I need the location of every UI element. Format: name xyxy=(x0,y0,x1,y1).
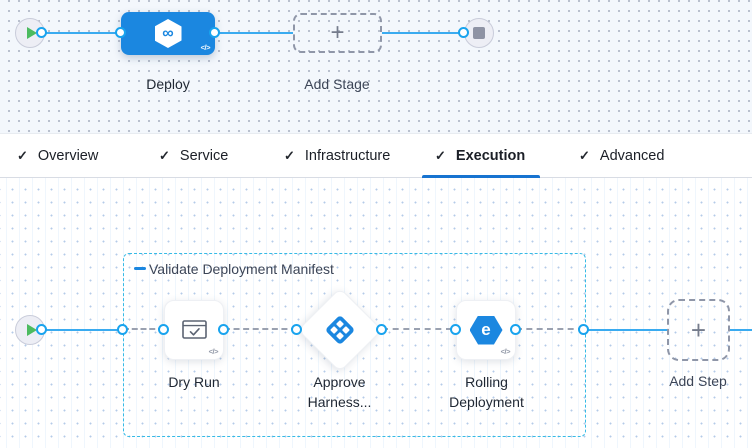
step-group-label: Validate Deployment Manifest xyxy=(149,261,334,277)
collapse-group-icon[interactable] xyxy=(134,267,146,270)
port[interactable] xyxy=(209,27,220,38)
step-label-dry-run: Dry Run xyxy=(168,374,220,390)
stage-node-deploy[interactable]: ∞ </> xyxy=(121,12,215,55)
tab-label: Advanced xyxy=(599,147,665,164)
active-tab-indicator xyxy=(422,175,540,178)
add-step-label: Add Step xyxy=(669,373,727,389)
port[interactable] xyxy=(450,324,461,335)
check-icon: ✓ xyxy=(284,147,295,163)
yaml-code-icon[interactable]: </> xyxy=(208,347,219,356)
tab-infrastructure[interactable]: Infrastructure ✓ Infrastructure xyxy=(284,134,390,177)
port[interactable] xyxy=(458,27,469,38)
port[interactable] xyxy=(510,324,521,335)
port[interactable] xyxy=(291,324,302,335)
step-node-dry-run[interactable]: </> xyxy=(164,300,224,360)
connector-line xyxy=(382,32,464,34)
tab-advanced[interactable]: ✓ Advanced xyxy=(579,134,664,177)
connector-line-dashed xyxy=(516,328,584,330)
step-label-approve-harness: Approve Harness... xyxy=(307,374,372,410)
tab-label: Overview xyxy=(37,147,99,164)
port[interactable] xyxy=(218,324,229,335)
connector-line xyxy=(42,329,123,331)
stop-icon xyxy=(473,27,485,39)
connector-line xyxy=(730,329,752,331)
check-icon: ✓ xyxy=(159,147,170,163)
connector-line xyxy=(584,329,667,331)
port[interactable] xyxy=(115,27,126,38)
yaml-code-icon[interactable]: </> xyxy=(200,43,211,52)
play-icon xyxy=(26,27,37,39)
connector-line xyxy=(215,32,293,34)
check-icon: ✓ xyxy=(579,147,590,163)
stage-config-tabbar: ✓ Overview ✓ Service Infrastructure ✓ In… xyxy=(0,133,752,178)
tab-label: Execution xyxy=(455,147,526,164)
tab-label: Service xyxy=(179,147,229,164)
port[interactable] xyxy=(36,324,47,335)
step-group-validate-deployment-manifest[interactable] xyxy=(123,253,586,437)
connector-line xyxy=(42,32,121,34)
port[interactable] xyxy=(158,324,169,335)
check-icon: ✓ xyxy=(17,147,28,163)
pipeline-hexagon-icon: ∞ xyxy=(154,19,182,48)
step-label-rolling-deployment: Rolling Deployment xyxy=(449,374,524,410)
dry-run-check-window-icon xyxy=(181,320,207,339)
yaml-code-icon[interactable]: </> xyxy=(500,347,511,356)
port[interactable] xyxy=(117,324,128,335)
tab-label: Infrastructure xyxy=(304,147,391,164)
plus-icon: + xyxy=(690,315,707,345)
tab-overview[interactable]: ✓ Overview xyxy=(17,134,98,177)
tab-service[interactable]: ✓ Service xyxy=(159,134,228,177)
port[interactable] xyxy=(36,27,47,38)
add-step-button[interactable]: + xyxy=(667,299,730,361)
connector-line-dashed xyxy=(123,328,164,330)
tab-execution[interactable]: ✓ Execution xyxy=(435,134,525,177)
connector-line-dashed xyxy=(224,328,297,330)
port[interactable] xyxy=(578,324,589,335)
stage-label: Deploy xyxy=(146,76,190,92)
execution-canvas: Validate Deployment Manifest </> xyxy=(0,178,752,448)
port[interactable] xyxy=(376,324,387,335)
stage-pipeline-canvas: ∞ </> + Deploy Add Stage xyxy=(0,0,752,133)
step-node-rolling-deployment[interactable]: e </> xyxy=(456,300,516,360)
add-stage-label: Add Stage xyxy=(304,76,370,92)
check-icon: ✓ xyxy=(435,147,446,163)
add-stage-button[interactable]: + xyxy=(293,13,382,53)
pipeline-end-button[interactable] xyxy=(464,18,494,48)
play-icon xyxy=(26,324,37,336)
rolling-deployment-icon: e xyxy=(469,315,503,345)
plus-icon: + xyxy=(330,19,345,46)
connector-line-dashed xyxy=(382,328,452,330)
